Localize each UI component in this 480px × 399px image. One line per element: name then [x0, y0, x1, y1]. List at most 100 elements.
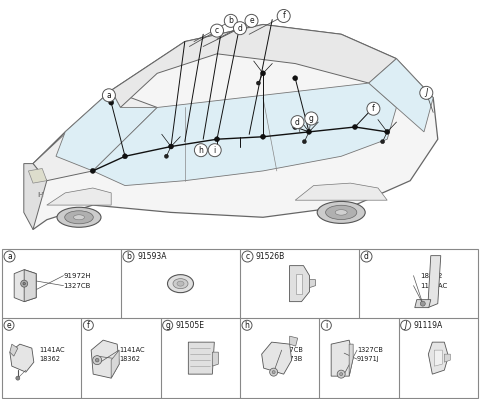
Text: 91593A: 91593A: [137, 252, 167, 261]
Polygon shape: [415, 300, 431, 308]
Circle shape: [381, 140, 384, 144]
Circle shape: [215, 137, 219, 142]
Ellipse shape: [73, 215, 84, 220]
Circle shape: [270, 368, 277, 376]
Circle shape: [302, 140, 306, 144]
Circle shape: [102, 89, 115, 102]
Circle shape: [401, 320, 411, 330]
Ellipse shape: [57, 207, 101, 227]
Polygon shape: [295, 183, 387, 200]
Text: a: a: [107, 91, 111, 100]
Text: e: e: [7, 321, 12, 330]
Circle shape: [352, 124, 358, 130]
Ellipse shape: [173, 279, 188, 288]
Circle shape: [261, 71, 265, 76]
Circle shape: [340, 373, 343, 375]
Text: f: f: [372, 104, 375, 113]
Polygon shape: [296, 274, 301, 294]
Circle shape: [261, 134, 265, 139]
Polygon shape: [93, 83, 396, 186]
Polygon shape: [111, 350, 119, 378]
Text: g: g: [165, 321, 170, 330]
Polygon shape: [212, 352, 218, 366]
Text: 91973B: 91973B: [277, 356, 303, 362]
Text: d: d: [238, 24, 242, 33]
Text: 1327CB: 1327CB: [357, 347, 383, 353]
Polygon shape: [24, 164, 47, 229]
Polygon shape: [24, 270, 36, 302]
Circle shape: [93, 356, 102, 365]
Polygon shape: [289, 336, 298, 346]
Circle shape: [242, 320, 252, 330]
Text: d: d: [364, 252, 369, 261]
Text: e: e: [249, 16, 254, 26]
Text: 1327CB: 1327CB: [63, 282, 91, 288]
Polygon shape: [369, 59, 433, 132]
Circle shape: [420, 86, 433, 99]
Circle shape: [108, 100, 114, 105]
Circle shape: [122, 154, 128, 159]
Circle shape: [96, 358, 99, 362]
Circle shape: [367, 102, 380, 115]
Text: b: b: [228, 16, 233, 26]
Circle shape: [168, 144, 173, 149]
Circle shape: [224, 14, 237, 28]
Circle shape: [293, 124, 298, 130]
Polygon shape: [33, 24, 438, 229]
Circle shape: [233, 22, 247, 35]
Text: b: b: [126, 252, 131, 261]
Circle shape: [211, 24, 224, 37]
Polygon shape: [10, 344, 34, 372]
Polygon shape: [310, 280, 315, 288]
Text: 91971J: 91971J: [357, 356, 380, 362]
Circle shape: [23, 282, 25, 285]
Text: 18362: 18362: [420, 273, 443, 279]
Circle shape: [163, 320, 173, 330]
Text: 91505E: 91505E: [176, 321, 204, 330]
Text: g: g: [309, 114, 314, 123]
Ellipse shape: [325, 205, 357, 219]
Text: d: d: [295, 118, 300, 126]
Circle shape: [384, 129, 390, 134]
Polygon shape: [47, 188, 111, 205]
Text: h: h: [198, 146, 204, 155]
Polygon shape: [188, 342, 215, 374]
Text: a: a: [7, 252, 12, 261]
Circle shape: [361, 251, 372, 262]
Circle shape: [90, 168, 96, 174]
Polygon shape: [28, 168, 47, 183]
Circle shape: [293, 76, 298, 81]
Bar: [2, 249, 478, 398]
Text: J: J: [425, 88, 427, 97]
Circle shape: [420, 301, 425, 306]
Circle shape: [4, 320, 14, 330]
Polygon shape: [10, 344, 18, 356]
Text: i: i: [214, 146, 216, 155]
Ellipse shape: [168, 275, 193, 292]
Circle shape: [84, 320, 93, 330]
Text: 18362: 18362: [40, 356, 60, 362]
Polygon shape: [349, 344, 353, 376]
Polygon shape: [289, 266, 310, 302]
Text: f: f: [282, 12, 285, 20]
Circle shape: [16, 376, 20, 380]
Text: i: i: [325, 321, 327, 330]
Circle shape: [307, 129, 312, 134]
Ellipse shape: [317, 201, 365, 223]
Text: 91972H: 91972H: [63, 273, 91, 279]
Ellipse shape: [177, 281, 184, 286]
Circle shape: [291, 116, 304, 128]
Circle shape: [242, 251, 253, 262]
Polygon shape: [434, 350, 443, 366]
Ellipse shape: [335, 209, 347, 215]
Text: c: c: [245, 252, 250, 261]
Polygon shape: [428, 342, 448, 374]
Text: 91526B: 91526B: [256, 252, 285, 261]
Text: J: J: [405, 321, 407, 330]
Text: 1141AC: 1141AC: [119, 347, 144, 353]
Circle shape: [245, 14, 258, 28]
Text: 91119A: 91119A: [414, 321, 443, 330]
Circle shape: [337, 370, 345, 378]
Text: 18362: 18362: [119, 356, 140, 362]
Text: 1141AC: 1141AC: [40, 347, 65, 353]
